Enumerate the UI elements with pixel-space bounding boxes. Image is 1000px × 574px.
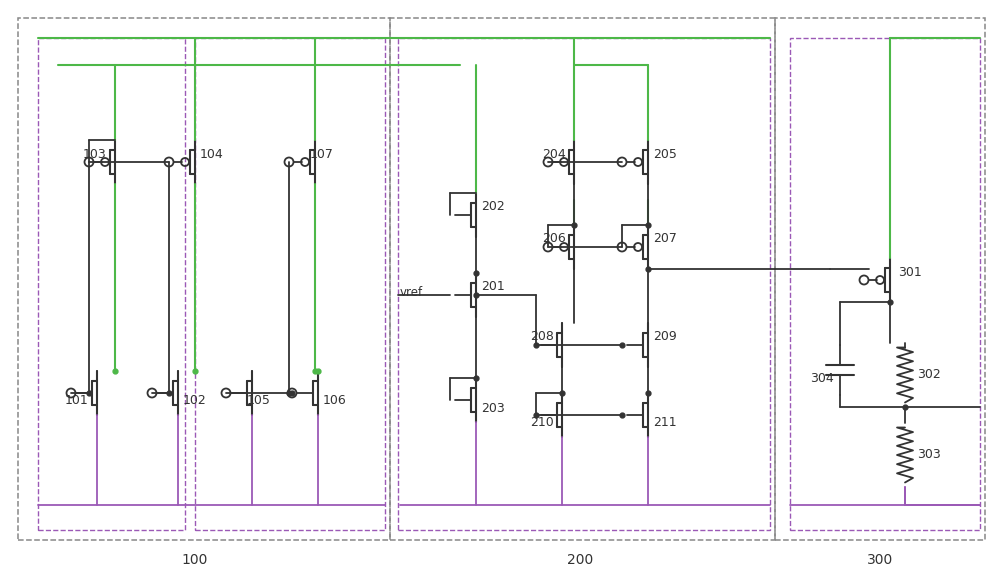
Text: 201: 201	[481, 281, 505, 293]
Text: 101: 101	[65, 394, 89, 408]
Text: 200: 200	[567, 553, 593, 567]
Text: 100: 100	[182, 553, 208, 567]
Text: vref: vref	[400, 286, 423, 300]
Text: 208: 208	[530, 331, 554, 343]
Text: 301: 301	[898, 266, 922, 278]
Text: 207: 207	[653, 232, 677, 246]
Text: 105: 105	[247, 394, 271, 408]
Text: 106: 106	[323, 394, 347, 408]
Text: 104: 104	[200, 148, 224, 161]
Text: 300: 300	[867, 553, 893, 567]
Text: 209: 209	[653, 331, 677, 343]
Text: 205: 205	[653, 148, 677, 161]
Text: 206: 206	[542, 232, 566, 246]
Text: 107: 107	[310, 148, 334, 161]
Text: 304: 304	[810, 371, 834, 385]
Text: 204: 204	[542, 148, 566, 161]
Text: 103: 103	[83, 148, 107, 161]
Text: 210: 210	[530, 417, 554, 429]
Text: 102: 102	[183, 394, 207, 408]
Text: 302: 302	[917, 369, 941, 382]
Text: 203: 203	[481, 401, 505, 414]
Text: 303: 303	[917, 448, 941, 461]
Text: 211: 211	[653, 417, 677, 429]
Text: 202: 202	[481, 200, 505, 214]
